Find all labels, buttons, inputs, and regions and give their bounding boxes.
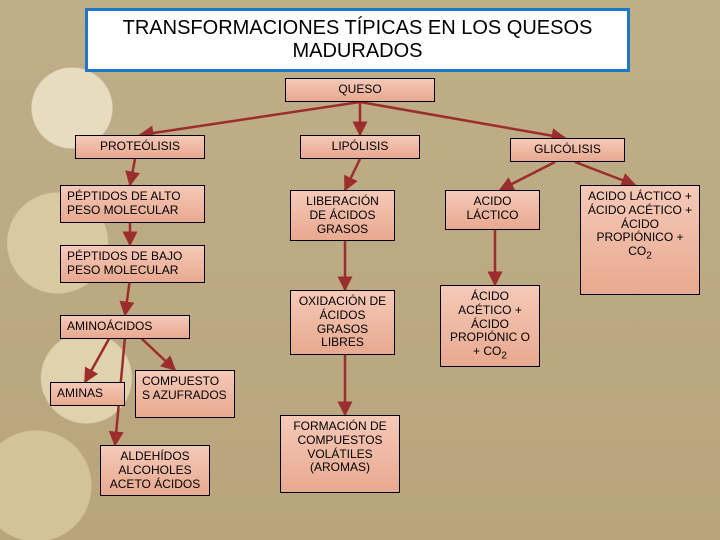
node-oxidacion-acidos: OXIDACIÓN DE ÁCIDOS GRASOS LIBRES	[290, 290, 395, 355]
node-proteolisis: PROTEÓLISIS	[75, 135, 205, 159]
node-label: ACIDO LÁCTICO	[466, 194, 518, 222]
node-queso: QUESO	[285, 78, 435, 102]
node-lipolisis: LIPÓLISIS	[300, 135, 420, 159]
node-label: ALDEHÍDOS ALCOHOLES ACETO ÁCIDOS	[110, 449, 200, 491]
node-peptidos-bajo: PÉPTIDOS DE BAJO PESO MOLECULAR	[60, 245, 205, 283]
node-aminas: AMINAS	[50, 382, 125, 406]
node-label: PÉPTIDOS DE ALTO PESO MOLECULAR	[67, 189, 181, 217]
node-label: AMINAS	[57, 386, 103, 400]
node-aldehidos: ALDEHÍDOS ALCOHOLES ACETO ÁCIDOS	[100, 445, 210, 496]
node-label: PÉPTIDOS DE BAJO PESO MOLECULAR	[67, 249, 182, 277]
title-text: TRANSFORMACIONES TÍPICAS EN LOS QUESOS M…	[123, 17, 593, 62]
node-label: LIBERACIÓN DE ÁCIDOS GRASOS	[306, 194, 379, 236]
node-label: OXIDACIÓN DE ÁCIDOS GRASOS LIBRES	[299, 294, 386, 349]
diagram-stage: TRANSFORMACIONES TÍPICAS EN LOS QUESOS M…	[0, 0, 720, 540]
node-glicolisis: GLICÓLISIS	[510, 138, 625, 162]
node-label: ÁCIDO ACÉTICO + ÁCIDO PROPIÓNIC O + CO	[450, 289, 530, 358]
node-acido-acetico-co2: ÁCIDO ACÉTICO + ÁCIDO PROPIÓNIC O + CO2	[440, 285, 540, 367]
node-label: LIPÓLISIS	[332, 139, 389, 153]
node-label: PROTEÓLISIS	[100, 139, 180, 153]
title-box: TRANSFORMACIONES TÍPICAS EN LOS QUESOS M…	[85, 8, 630, 72]
node-acido-lactico: ACIDO LÁCTICO	[445, 190, 540, 230]
node-aminoacidos: AMINOÁCIDOS	[60, 315, 190, 339]
node-label: QUESO	[338, 82, 381, 96]
node-formacion-aromas: FORMACIÓN DE COMPUESTOS VOLÁTILES (AROMA…	[280, 415, 400, 493]
node-label: AMINOÁCIDOS	[67, 319, 152, 333]
co2-subscript: 2	[646, 251, 652, 262]
node-label: COMPUESTO S AZUFRADOS	[142, 374, 227, 402]
node-liberacion-acidos: LIBERACIÓN DE ÁCIDOS GRASOS	[290, 190, 395, 241]
co2-subscript: 2	[501, 351, 507, 362]
node-label: ACIDO LÁCTICO + ÁCIDO ACÉTICO + ÁCIDO PR…	[588, 189, 692, 258]
node-label: FORMACIÓN DE COMPUESTOS VOLÁTILES (AROMA…	[293, 419, 386, 474]
node-label: GLICÓLISIS	[534, 142, 601, 156]
node-acido-lactico-full: ACIDO LÁCTICO + ÁCIDO ACÉTICO + ÁCIDO PR…	[580, 185, 700, 295]
node-peptidos-alto: PÉPTIDOS DE ALTO PESO MOLECULAR	[60, 185, 205, 223]
node-compuestos-azufrados: COMPUESTO S AZUFRADOS	[135, 370, 235, 418]
